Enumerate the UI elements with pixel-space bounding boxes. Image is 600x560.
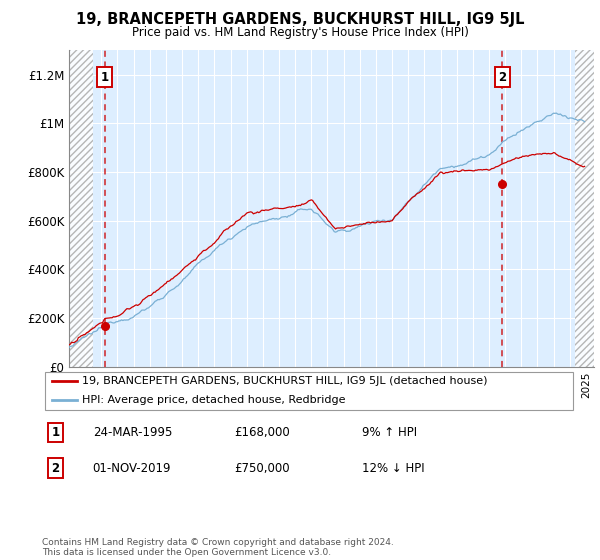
Text: 12% ↓ HPI: 12% ↓ HPI	[362, 461, 425, 474]
Text: 1: 1	[101, 71, 109, 84]
Text: 2: 2	[51, 461, 59, 474]
Text: 01-NOV-2019: 01-NOV-2019	[93, 461, 171, 474]
Text: 19, BRANCEPETH GARDENS, BUCKHURST HILL, IG9 5JL: 19, BRANCEPETH GARDENS, BUCKHURST HILL, …	[76, 12, 524, 27]
Text: 9% ↑ HPI: 9% ↑ HPI	[362, 426, 418, 439]
Text: HPI: Average price, detached house, Redbridge: HPI: Average price, detached house, Redb…	[82, 395, 346, 405]
Text: £750,000: £750,000	[234, 461, 290, 474]
FancyBboxPatch shape	[44, 372, 574, 410]
Text: 2: 2	[499, 71, 506, 84]
Text: Contains HM Land Registry data © Crown copyright and database right 2024.
This d: Contains HM Land Registry data © Crown c…	[42, 538, 394, 557]
Text: £168,000: £168,000	[234, 426, 290, 439]
Text: 19, BRANCEPETH GARDENS, BUCKHURST HILL, IG9 5JL (detached house): 19, BRANCEPETH GARDENS, BUCKHURST HILL, …	[82, 376, 488, 386]
Text: Price paid vs. HM Land Registry's House Price Index (HPI): Price paid vs. HM Land Registry's House …	[131, 26, 469, 39]
Text: 1: 1	[51, 426, 59, 439]
Text: 24-MAR-1995: 24-MAR-1995	[93, 426, 172, 439]
